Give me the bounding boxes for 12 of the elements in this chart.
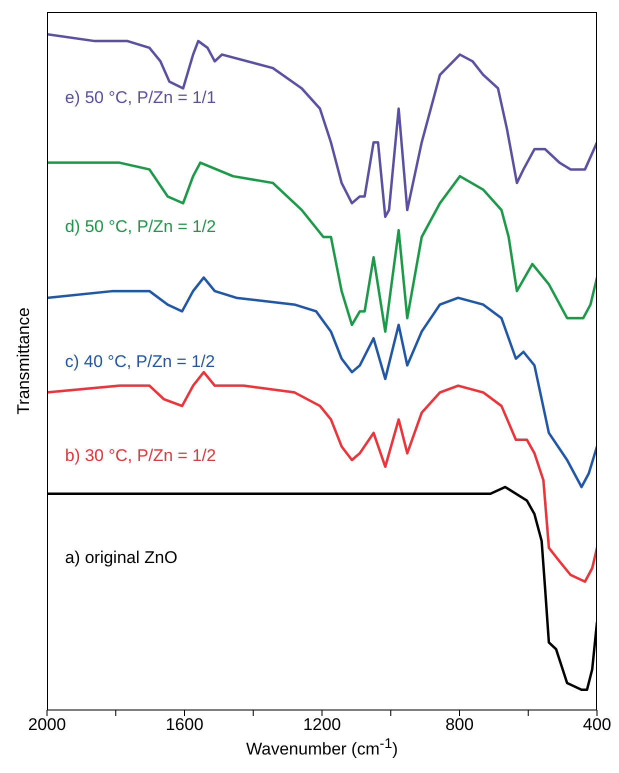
x-axis-title: Wavenumber (cm$^{-1}$) xyxy=(245,736,399,760)
x-tick-label: 2000 xyxy=(28,715,66,734)
y-axis-title: Transmittance xyxy=(14,307,34,415)
x-tick-label: 800 xyxy=(445,715,474,734)
text: c) 40 °C, P/Zn = 1/2 xyxy=(65,352,215,372)
x-tick-label: 400 xyxy=(582,715,612,734)
series-label: e) 50 °C, P/Zn = 1/1 xyxy=(65,88,216,108)
text: b) 30 °C, P/Zn = 1/2 xyxy=(65,446,216,466)
x-tick-label: 1200 xyxy=(303,715,341,734)
text: a) original ZnO xyxy=(65,548,178,568)
text: d) 50 °C, P/Zn = 1/2 xyxy=(65,216,216,237)
x-tick-label: 1600 xyxy=(166,715,204,734)
